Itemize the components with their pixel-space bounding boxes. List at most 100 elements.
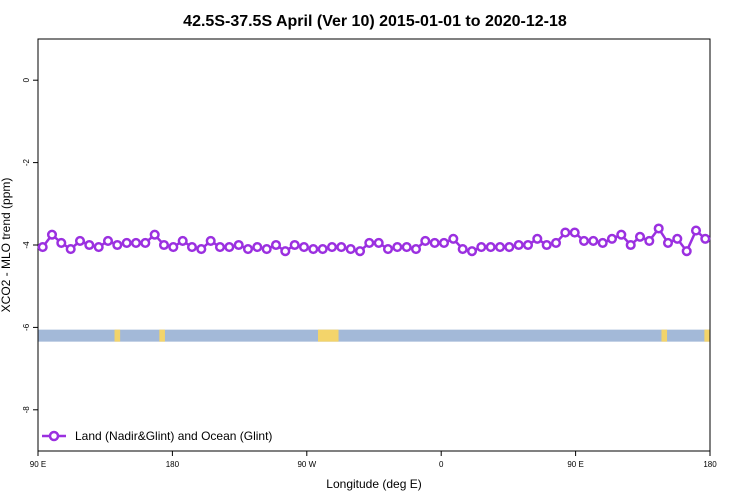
series-point <box>233 239 244 251</box>
series-point <box>494 242 506 253</box>
series-point <box>102 235 114 246</box>
x-tick-label: 180 <box>166 460 180 469</box>
legend-label: Land (Nadir&Glint) and Ocean (Glint) <box>75 429 272 443</box>
series-point <box>429 237 440 248</box>
series-point <box>690 225 702 236</box>
series-point <box>354 246 366 257</box>
series-point <box>158 239 170 251</box>
series-point <box>597 237 608 248</box>
series-point <box>46 229 58 240</box>
series-point <box>616 229 627 240</box>
y-axis-label: XCO2 - MLO trend (ppm) <box>0 178 13 313</box>
series-point <box>177 235 188 246</box>
y-tick-label: -4 <box>22 241 31 249</box>
series-point <box>466 246 478 257</box>
series-point <box>149 229 160 240</box>
series-point <box>410 244 422 255</box>
series-point <box>700 233 711 244</box>
series-point <box>317 244 328 255</box>
series-point <box>270 239 282 251</box>
series-point <box>224 242 235 253</box>
series-point <box>373 237 384 248</box>
series-point <box>37 242 48 253</box>
x-tick-label: 90 W <box>297 460 316 469</box>
series-point <box>121 237 132 248</box>
series-point <box>326 242 338 253</box>
series-point <box>112 239 123 251</box>
x-axis: 90 E 180 90 W 0 90 E 180 <box>30 451 717 469</box>
land-segment <box>159 329 165 342</box>
series-point <box>392 242 403 253</box>
series-point <box>56 237 67 248</box>
series-point <box>448 233 459 244</box>
series-point <box>513 239 524 251</box>
ocean-band <box>38 329 710 342</box>
y-tick-label: 0 <box>22 77 31 82</box>
series-point <box>550 237 562 248</box>
series-point <box>401 242 412 253</box>
y-tick-label: -6 <box>22 323 31 331</box>
series-point <box>74 235 86 246</box>
series-point <box>93 242 104 253</box>
x-tick-label: 90 E <box>30 460 46 469</box>
series-point <box>252 242 263 253</box>
y-tick-label: -8 <box>22 406 31 414</box>
land-segment <box>114 329 121 342</box>
series-point <box>345 244 356 255</box>
series-point <box>625 239 636 251</box>
series-point <box>420 235 431 246</box>
series-point <box>588 235 599 246</box>
series-point <box>214 242 226 253</box>
land-ocean-strip <box>38 329 710 342</box>
series-point <box>336 242 347 253</box>
chart-title: 42.5S-37.5S April (Ver 10) 2015-01-01 to… <box>183 13 567 30</box>
y-axis: 0 -2 -4 -6 -8 <box>22 77 38 413</box>
series-point <box>438 237 450 248</box>
series-point <box>196 244 207 255</box>
x-tick-label: 0 <box>439 460 444 469</box>
series-point <box>364 237 375 248</box>
series-point <box>140 237 151 248</box>
land-segment <box>704 329 710 342</box>
series-point <box>672 233 683 244</box>
series-point <box>298 242 310 253</box>
series-point <box>653 223 664 234</box>
series-point <box>382 244 394 255</box>
x-tick-label: 90 E <box>567 460 583 469</box>
land-segment <box>661 329 668 342</box>
series-point <box>261 244 272 255</box>
series-point <box>84 239 95 251</box>
series-point <box>168 242 179 253</box>
series-point <box>522 239 534 251</box>
series-point <box>186 242 198 253</box>
series-points <box>37 223 711 257</box>
series-point <box>308 244 319 255</box>
series-point <box>289 239 300 251</box>
land-segment <box>318 329 339 342</box>
series-point <box>532 233 543 244</box>
series-point <box>560 227 571 238</box>
series-point <box>457 244 468 255</box>
x-tick-label: 180 <box>703 460 717 469</box>
series-point <box>65 244 76 255</box>
series-point <box>662 237 674 248</box>
series-point <box>681 246 692 257</box>
series-point <box>485 242 496 253</box>
legend: Land (Nadir&Glint) and Ocean (Glint) <box>42 429 272 443</box>
series-point <box>569 227 580 238</box>
x-axis-label: Longitude (deg E) <box>326 477 421 491</box>
series-point <box>476 242 487 253</box>
legend-marker <box>48 430 60 442</box>
series-point <box>504 242 515 253</box>
series-point <box>130 237 142 248</box>
series-point <box>578 235 590 246</box>
series-point <box>280 246 291 257</box>
series-point <box>606 233 618 244</box>
y-tick-label: -2 <box>22 158 31 166</box>
series-point <box>541 239 552 251</box>
series-point <box>242 244 254 255</box>
series-point <box>205 235 216 246</box>
series-point <box>634 231 646 242</box>
series-point <box>644 235 655 246</box>
